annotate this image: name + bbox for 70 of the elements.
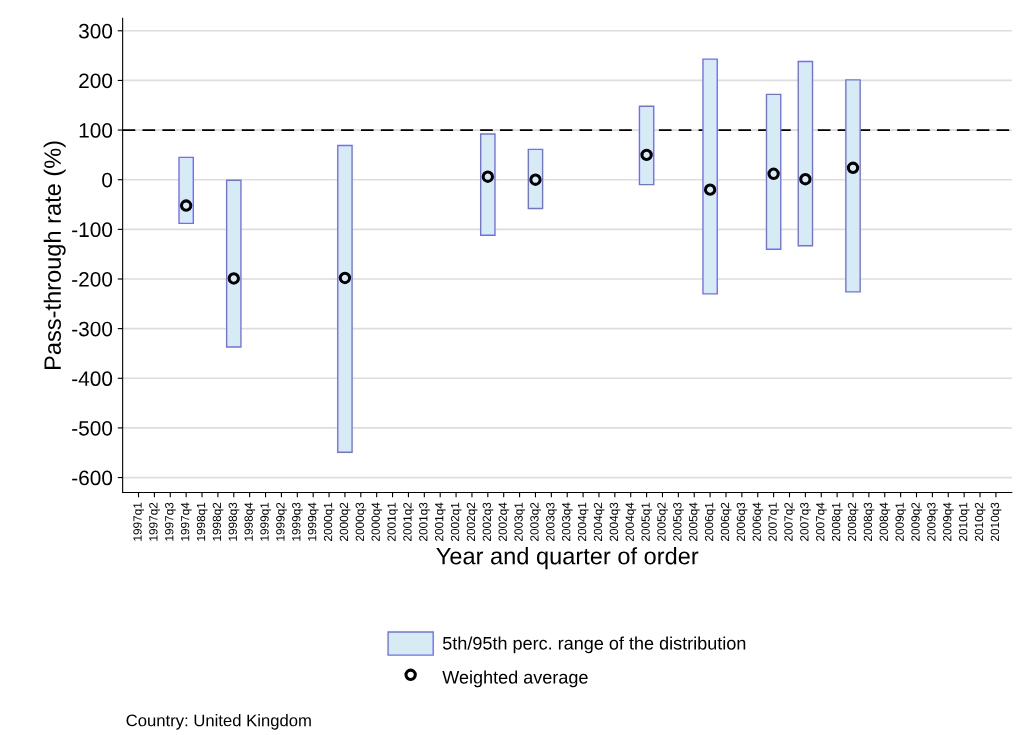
y-tick-label: -300 (72, 321, 113, 337)
y-tick-label: -200 (72, 271, 113, 287)
x-tick-label: 2001q3 (419, 502, 430, 541)
y-tick-label: 200 (79, 73, 113, 89)
x-axis-title: Year and quarter of order (436, 547, 699, 570)
x-tick-label: 1997q2 (149, 502, 160, 541)
x-tick-label: 2000q4 (371, 502, 383, 541)
x-tick-label: 1997q1 (133, 502, 145, 541)
x-tick-label: 2006q3 (736, 502, 748, 541)
x-tick-label: 2004q2 (593, 502, 605, 541)
legend-label: Weighted average (442, 670, 588, 688)
x-tick-label: 2001q4 (435, 502, 446, 541)
x-tick-label: 2002q2 (466, 502, 478, 541)
x-tick-label: 2006q1 (704, 502, 716, 541)
y-tick-label: 100 (79, 123, 113, 138)
x-tick-label: 2007q1 (768, 502, 780, 541)
x-tick-label: 2010q2 (974, 502, 986, 541)
x-tick-label: 1998q4 (244, 502, 256, 541)
x-tick-label: 2005q1 (641, 502, 653, 541)
x-tick-label: 2004q3 (609, 502, 621, 541)
x-tick-label: 1999q2 (276, 502, 287, 541)
x-tick-label: 2008q3 (863, 502, 875, 541)
x-tick-label: 2005q4 (689, 502, 700, 541)
x-tick-label: 1999q1 (260, 502, 272, 541)
y-axis-title: Pass-through rate (%) (43, 141, 66, 369)
x-tick-label: 2010q3 (990, 502, 1002, 541)
x-tick-label: 2006q4 (752, 502, 764, 541)
legend-label: 5th/95th perc. range of the distribution (442, 636, 746, 654)
x-tick-label: 2003q1 (514, 502, 526, 541)
x-tick-label: 2007q3 (800, 502, 811, 541)
x-tick-label: 2005q3 (673, 502, 684, 541)
y-tick-label: -600 (72, 470, 113, 486)
y-tick-label: 300 (78, 23, 113, 39)
x-tick-label: 2005q2 (657, 502, 668, 541)
x-tick-label: 2009q4 (943, 502, 954, 541)
x-tick-label: 2000q3 (355, 502, 367, 541)
y-tick-label: -100 (72, 222, 113, 238)
x-tick-label: 2002q4 (498, 502, 510, 541)
x-tick-label: 1998q2 (212, 502, 224, 541)
x-tick-label: 2002q1 (450, 502, 462, 541)
x-tick-label: 2007q2 (784, 502, 795, 541)
x-tick-label: 2008q1 (831, 502, 843, 541)
x-tick-label: 2008q4 (879, 502, 891, 541)
x-tick-label: 1998q3 (228, 502, 240, 541)
x-tick-label: 2004q1 (577, 502, 589, 541)
y-tick-label: 0 (102, 172, 113, 188)
x-tick-label: 2009q3 (927, 502, 938, 541)
x-tick-label: 2003q3 (546, 502, 557, 541)
x-tick-label: 2009q2 (911, 502, 923, 541)
x-tick-label: 2001q2 (403, 502, 414, 541)
x-tick-label: 2003q4 (562, 502, 573, 541)
x-tick-label: 2004q4 (625, 502, 637, 541)
x-tick-label: 2008q2 (847, 502, 859, 541)
x-tick-label: 1997q4 (180, 502, 192, 541)
text: Country: United Kingdom (126, 714, 311, 730)
x-tick-label: 1997q3 (165, 502, 176, 541)
x-tick-label: 1998q1 (196, 502, 208, 541)
x-tick-label: 2010q1 (958, 502, 970, 541)
y-tick-label: -400 (72, 371, 113, 387)
y-tick-label: -500 (72, 420, 113, 436)
x-tick-label: 2002q3 (482, 502, 494, 541)
x-tick-label: 2009q1 (895, 502, 907, 541)
x-tick-label: 2001q1 (387, 502, 399, 541)
x-tick-label: 1999q3 (292, 502, 303, 541)
x-tick-label: 2000q2 (339, 502, 351, 541)
x-tick-label: 2003q2 (530, 502, 541, 541)
x-tick-label: 2007q4 (816, 502, 827, 541)
x-tick-label: 1999q4 (307, 502, 319, 541)
x-tick-label: 2000q1 (323, 502, 335, 541)
x-tick-label: 2006q2 (720, 502, 732, 541)
